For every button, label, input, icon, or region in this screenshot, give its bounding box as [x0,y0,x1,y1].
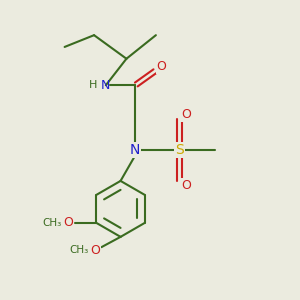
Text: S: S [175,143,184,157]
Text: N: N [101,79,110,92]
Text: CH₃: CH₃ [70,245,89,255]
Text: O: O [181,108,191,121]
Text: N: N [130,143,140,157]
Text: O: O [156,61,166,74]
Text: O: O [63,216,73,230]
Text: H: H [88,80,97,90]
Text: O: O [91,244,100,256]
Text: O: O [181,179,191,192]
Text: CH₃: CH₃ [43,218,62,228]
